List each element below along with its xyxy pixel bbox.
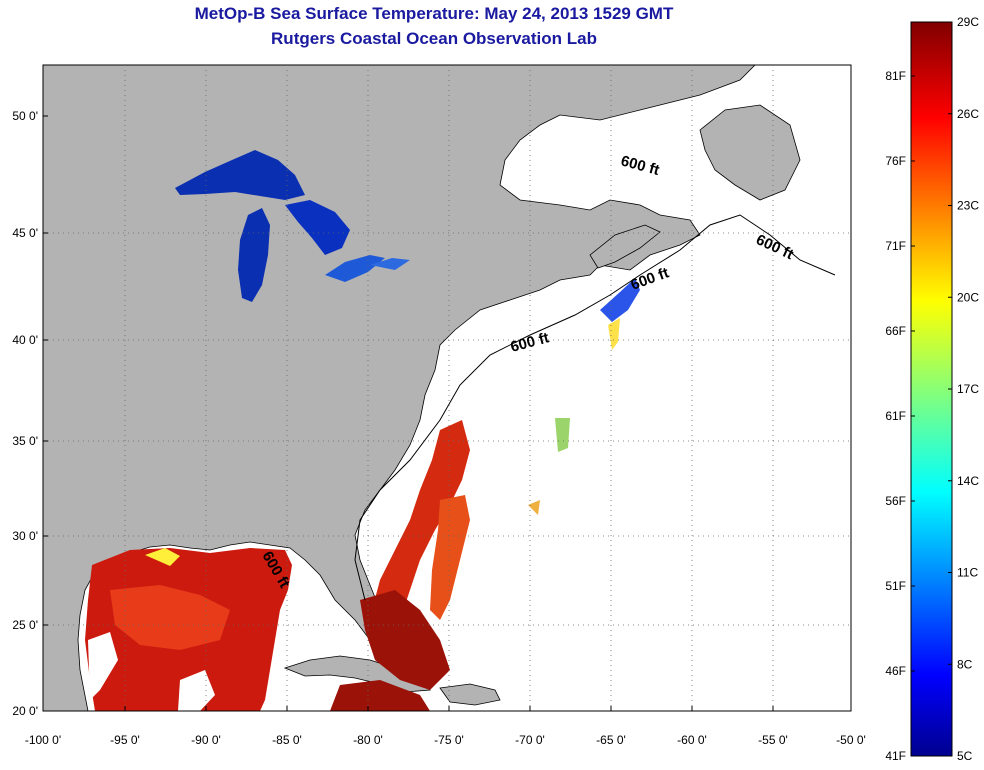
colorbar-fahrenheit-label: 76F bbox=[885, 154, 906, 168]
latitude-label: 20 0' bbox=[12, 704, 38, 718]
sst-bahamas bbox=[360, 590, 450, 690]
lake-superior bbox=[175, 150, 305, 200]
lake-ontario bbox=[370, 258, 410, 270]
sst-gulf-warm-patch bbox=[110, 585, 230, 650]
colorbar-fahrenheit-label: 81F bbox=[885, 69, 906, 83]
lake-erie bbox=[325, 255, 385, 282]
sst-small-patch-2 bbox=[528, 500, 540, 515]
colorbar-celsius-label: 14C bbox=[957, 474, 979, 488]
latitude-label: 50 0' bbox=[12, 109, 38, 123]
colorbar-fahrenheit-label: 56F bbox=[885, 494, 906, 508]
colorbar-celsius-label: 20C bbox=[957, 290, 979, 304]
colorbar-fahrenheit-label: 71F bbox=[885, 239, 906, 253]
map-subtitle: Rutgers Coastal Ocean Observation Lab bbox=[271, 29, 597, 48]
colorbar-celsius-label: 11C bbox=[957, 566, 978, 580]
land-newfoundland bbox=[699, 104, 801, 201]
latitude-label: 35 0' bbox=[12, 434, 38, 448]
longitude-label: -95 0' bbox=[110, 733, 140, 747]
lake-huron bbox=[285, 200, 350, 255]
colorbar-fahrenheit-label: 41F bbox=[885, 749, 906, 763]
longitude-label: -50 0' bbox=[836, 733, 866, 747]
longitude-labels: -100 0' -95 0' -90 0' -85 0' -80 0' -75 0' -70… bbox=[25, 706, 866, 747]
longitude-label: -55 0' bbox=[758, 733, 788, 747]
shelf-contour-line bbox=[354, 214, 836, 601]
latitude-labels: 50 0' 45 0' 40 0' 35 0' 30 0' 25 0' 20 0' bbox=[12, 109, 48, 718]
sst-gulf-stream bbox=[372, 420, 470, 645]
longitude-label: -75 0' bbox=[434, 733, 464, 747]
sst-gulf-cool-patch bbox=[145, 548, 180, 566]
sst-caribbean bbox=[330, 680, 430, 711]
longitude-label: -70 0' bbox=[515, 733, 545, 747]
colorbar-celsius-label: 23C bbox=[957, 199, 979, 213]
colorbar-celsius-label: 8C bbox=[957, 657, 973, 671]
land-north-america bbox=[43, 65, 756, 711]
sst-small-patch bbox=[555, 418, 570, 452]
latitude-label: 25 0' bbox=[12, 618, 38, 632]
colorbar-ticks: 29C 26C 23C 20C 17C 14C 11C 8C 5C 81F 76F 71F 66F 61F… bbox=[885, 15, 979, 763]
longitude-label: -90 0' bbox=[191, 733, 221, 747]
longitude-label: -100 0' bbox=[25, 733, 61, 747]
longitude-label: -60 0' bbox=[677, 733, 707, 747]
longitude-label: -85 0' bbox=[272, 733, 302, 747]
latitude-label: 40 0' bbox=[12, 333, 38, 347]
colorbar-fahrenheit-label: 66F bbox=[885, 324, 906, 338]
land-hispaniola bbox=[439, 683, 501, 706]
colorbar-fahrenheit-label: 46F bbox=[885, 664, 906, 678]
colorbar bbox=[910, 21, 953, 757]
sst-gulf-cloud-1 bbox=[88, 632, 118, 700]
colorbar-fahrenheit-label: 61F bbox=[885, 409, 906, 423]
colorbar-fahrenheit-label: 51F bbox=[885, 579, 906, 593]
colorbar-celsius-label: 17C bbox=[957, 382, 979, 396]
sst-atlantic-patch bbox=[430, 495, 470, 620]
colorbar-celsius-label: 29C bbox=[957, 15, 979, 29]
lake-michigan bbox=[238, 208, 270, 302]
colorbar-celsius-label: 26C bbox=[957, 107, 979, 121]
land-nova-scotia bbox=[589, 224, 661, 269]
latitude-label: 45 0' bbox=[12, 226, 38, 240]
sst-scotian-shelf bbox=[600, 278, 640, 322]
latitude-label: 30 0' bbox=[12, 529, 38, 543]
longitude-label: -80 0' bbox=[353, 733, 383, 747]
colorbar-celsius-label: 5C bbox=[957, 749, 973, 763]
longitude-label: -65 0' bbox=[596, 733, 626, 747]
map-title: MetOp-B Sea Surface Temperature: May 24,… bbox=[194, 4, 674, 23]
map-border bbox=[42, 64, 852, 712]
